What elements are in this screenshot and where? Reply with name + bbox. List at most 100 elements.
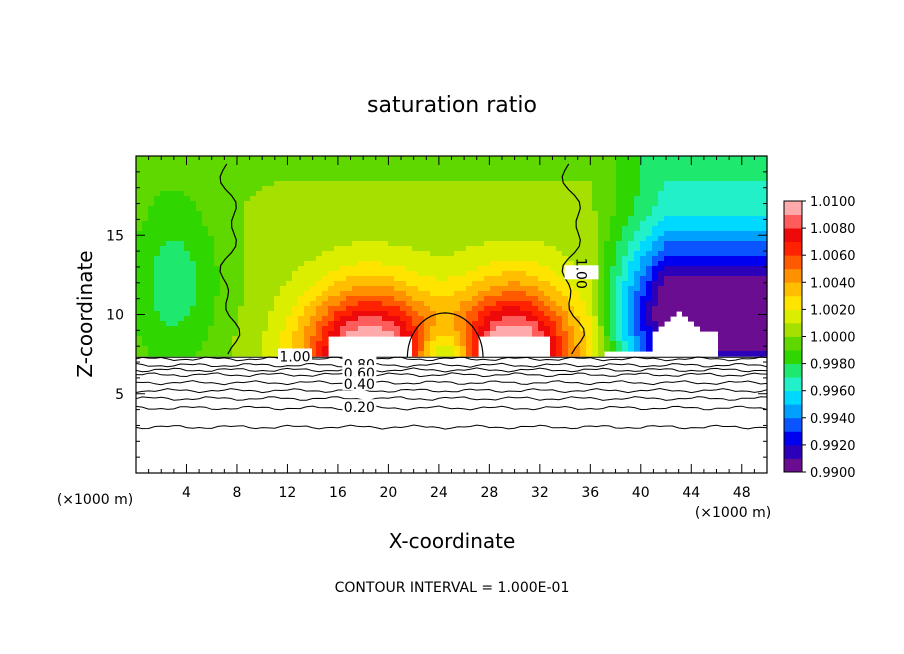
- field-cell: [580, 351, 587, 357]
- field-cell: [250, 346, 257, 352]
- field-cell: [520, 246, 527, 252]
- field-cell: [412, 196, 419, 202]
- field-cell: [460, 291, 467, 297]
- field-cell: [220, 161, 227, 167]
- field-cell: [232, 161, 239, 167]
- field-cell: [706, 271, 713, 277]
- field-cell: [538, 291, 545, 297]
- field-cell: [550, 246, 557, 252]
- field-cell: [502, 296, 509, 302]
- field-cell: [376, 316, 383, 322]
- field-cell: [322, 306, 329, 312]
- colorbar-segment: [784, 390, 802, 405]
- field-cell: [346, 306, 353, 312]
- field-cell: [382, 326, 389, 332]
- field-cell: [244, 226, 251, 232]
- field-cell: [226, 346, 233, 352]
- field-cell: [292, 161, 299, 167]
- field-cell: [658, 296, 665, 302]
- field-cell: [148, 211, 155, 217]
- field-cell: [568, 186, 575, 192]
- field-cell: [292, 321, 299, 327]
- field-cell: [496, 276, 503, 282]
- field-cell: [754, 331, 761, 337]
- field-cell: [502, 206, 509, 212]
- field-cell: [418, 231, 425, 237]
- field-cell: [388, 196, 395, 202]
- colorbar-tick-label: 0.9940: [810, 412, 856, 427]
- field-cell: [310, 206, 317, 212]
- field-cell: [496, 291, 503, 297]
- field-cell: [514, 256, 521, 262]
- contour-line: [135, 405, 768, 411]
- field-cell: [226, 316, 233, 322]
- field-cell: [730, 341, 737, 347]
- field-cell: [688, 241, 695, 247]
- field-cell: [634, 186, 641, 192]
- field-cell: [346, 226, 353, 232]
- field-cell: [256, 346, 263, 352]
- field-cell: [640, 246, 647, 252]
- field-cell: [628, 261, 635, 267]
- field-cell: [730, 221, 737, 227]
- field-cell: [286, 171, 293, 177]
- field-cell: [664, 161, 671, 167]
- field-cell: [742, 276, 749, 282]
- field-cell: [202, 196, 209, 202]
- field-cell: [574, 171, 581, 177]
- field-cell: [466, 341, 473, 347]
- field-cell: [310, 306, 317, 312]
- field-cell: [274, 201, 281, 207]
- field-cell: [712, 191, 719, 197]
- field-cell: [580, 226, 587, 232]
- field-cell: [256, 261, 263, 267]
- field-cell: [544, 251, 551, 257]
- field-cell: [274, 291, 281, 297]
- field-cell: [718, 186, 725, 192]
- field-cell: [148, 251, 155, 257]
- field-cell: [142, 341, 149, 347]
- field-cell: [358, 246, 365, 252]
- field-cell: [208, 276, 215, 282]
- field-cell: [286, 191, 293, 197]
- field-cell: [586, 281, 593, 287]
- field-cell: [334, 326, 341, 332]
- field-cell: [160, 186, 167, 192]
- field-cell: [628, 311, 635, 317]
- field-cell: [412, 211, 419, 217]
- field-cell: [424, 161, 431, 167]
- field-cell: [292, 256, 299, 262]
- field-cell: [442, 346, 449, 352]
- field-cell: [310, 231, 317, 237]
- field-cell: [418, 261, 425, 267]
- field-cell: [664, 261, 671, 267]
- field-cell: [154, 196, 161, 202]
- field-cell: [622, 311, 629, 317]
- field-cell: [226, 161, 233, 167]
- field-cell: [604, 301, 611, 307]
- field-cell: [466, 311, 473, 317]
- field-cell: [322, 196, 329, 202]
- field-cell: [340, 166, 347, 172]
- field-cell: [352, 181, 359, 187]
- field-cell: [472, 341, 479, 347]
- x-tick-label: 48: [733, 485, 751, 501]
- field-cell: [178, 176, 185, 182]
- field-cell: [232, 221, 239, 227]
- field-cell: [388, 226, 395, 232]
- field-cell: [736, 156, 743, 162]
- field-cell: [706, 301, 713, 307]
- field-cell: [604, 241, 611, 247]
- field-cell: [298, 286, 305, 292]
- field-cell: [460, 306, 467, 312]
- field-cell: [472, 311, 479, 317]
- field-cell: [394, 316, 401, 322]
- field-cell: [490, 321, 497, 327]
- field-cell: [598, 191, 605, 197]
- field-cell: [148, 291, 155, 297]
- field-cell: [478, 236, 485, 242]
- field-cell: [478, 326, 485, 332]
- field-cell: [178, 316, 185, 322]
- field-cell: [274, 221, 281, 227]
- field-cell: [574, 341, 581, 347]
